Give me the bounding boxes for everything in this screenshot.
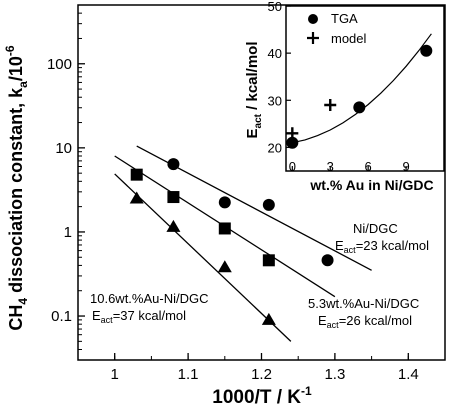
data-point-5-3au [218, 222, 231, 235]
data-point-10-6au [217, 260, 232, 273]
main-y-tick-label: 100 [47, 56, 72, 73]
inset-y-axis-title: Eact / kcal/mol [244, 41, 264, 138]
inset-y-tick-label: 50 [268, 0, 282, 14]
inset-y-tick-label: 20 [268, 140, 282, 155]
main-x-axis-title: 1000/T / K-1 [212, 384, 312, 408]
inset-point-tga [420, 44, 433, 57]
inset-x-tick-label: 0 [289, 159, 296, 174]
inset-legend: TGA model [307, 11, 367, 46]
data-point-10-6au [166, 219, 181, 232]
data-point-ni-dgc [321, 254, 334, 267]
legend-tga-marker [308, 14, 318, 24]
main-x-tick-label: 1.2 [251, 366, 272, 383]
main-x-tick-label: 1.3 [324, 366, 345, 383]
inset-y-tick-label: 40 [268, 46, 282, 61]
series-label-ni-dgc: Ni/DGC Eact=23 kcal/mol [335, 221, 429, 255]
inset-point-tga [286, 136, 299, 149]
inset-y-tick-label: 30 [268, 93, 282, 108]
main-x-tick-label: 1 [111, 366, 119, 383]
inset-point-tga [353, 101, 366, 114]
main-y-tick-label: 10 [55, 140, 72, 157]
inset-x-tick-label: 6 [365, 159, 372, 174]
main-y-tick-label: 1 [64, 224, 72, 241]
series-label-5-3au: 5.3wt.%Au-Ni/DGC Eact=26 kcal/mol [308, 296, 423, 330]
inset-axis-ticks: 0 3 6 9 20 30 40 50 [268, 0, 410, 174]
inset-data-marks [286, 44, 433, 149]
main-data-marks [129, 158, 334, 325]
main-axis-ticks: 1 1.1 1.2 1.3 1.4 0.1 1 10 100 [47, 4, 446, 383]
inset-point-model [286, 127, 299, 140]
main-x-tick-label: 1.1 [178, 366, 199, 383]
main-y-tick-label: 0.1 [51, 308, 72, 325]
inset-x-tick-label: 9 [402, 159, 409, 174]
inset-x-axis-title: wt.% Au in Ni/GDC [309, 177, 433, 193]
data-point-ni-dgc [262, 198, 275, 211]
data-point-5-3au [262, 254, 275, 267]
main-y-axis-title: CH4 dissociation constant, ka/10-6 [3, 45, 30, 330]
data-point-ni-dgc [218, 196, 231, 209]
fit-line-10-6au [114, 173, 292, 342]
data-point-5-3au [167, 191, 180, 204]
legend-tga-label: TGA [331, 11, 358, 26]
legend-model-marker [307, 32, 319, 44]
data-point-10-6au [129, 191, 144, 204]
data-point-5-3au [130, 168, 143, 181]
series-label-10-6au: 10.6wt.%Au-Ni/DGC Eact=37 kcal/mol [90, 291, 212, 325]
main-x-tick-label: 1.4 [398, 366, 419, 383]
inset-point-model [324, 99, 337, 111]
data-point-10-6au [261, 312, 276, 325]
data-point-ni-dgc [167, 158, 180, 171]
legend-model-label: model [331, 31, 367, 46]
inset-x-tick-label: 3 [327, 159, 334, 174]
